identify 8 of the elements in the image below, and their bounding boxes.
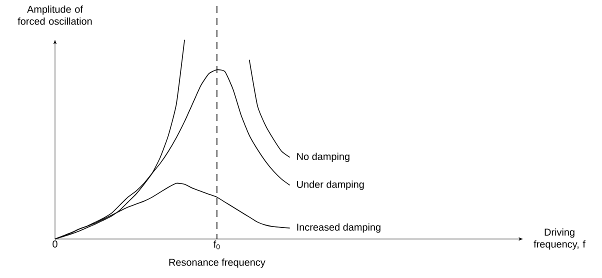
ref-line-label: Resonance frequency	[169, 258, 266, 268]
x-axis-title: Driving frequency, f	[534, 228, 586, 250]
y-axis-title: Amplitude of forced oscillation	[18, 6, 92, 25]
x-tick-label: 0	[52, 240, 58, 248]
x-tick-label: f$_{0}$	[214, 240, 220, 250]
series-label: No damping	[297, 152, 350, 162]
series-label: Increased damping	[297, 223, 380, 233]
series-label: Under damping	[297, 180, 364, 190]
